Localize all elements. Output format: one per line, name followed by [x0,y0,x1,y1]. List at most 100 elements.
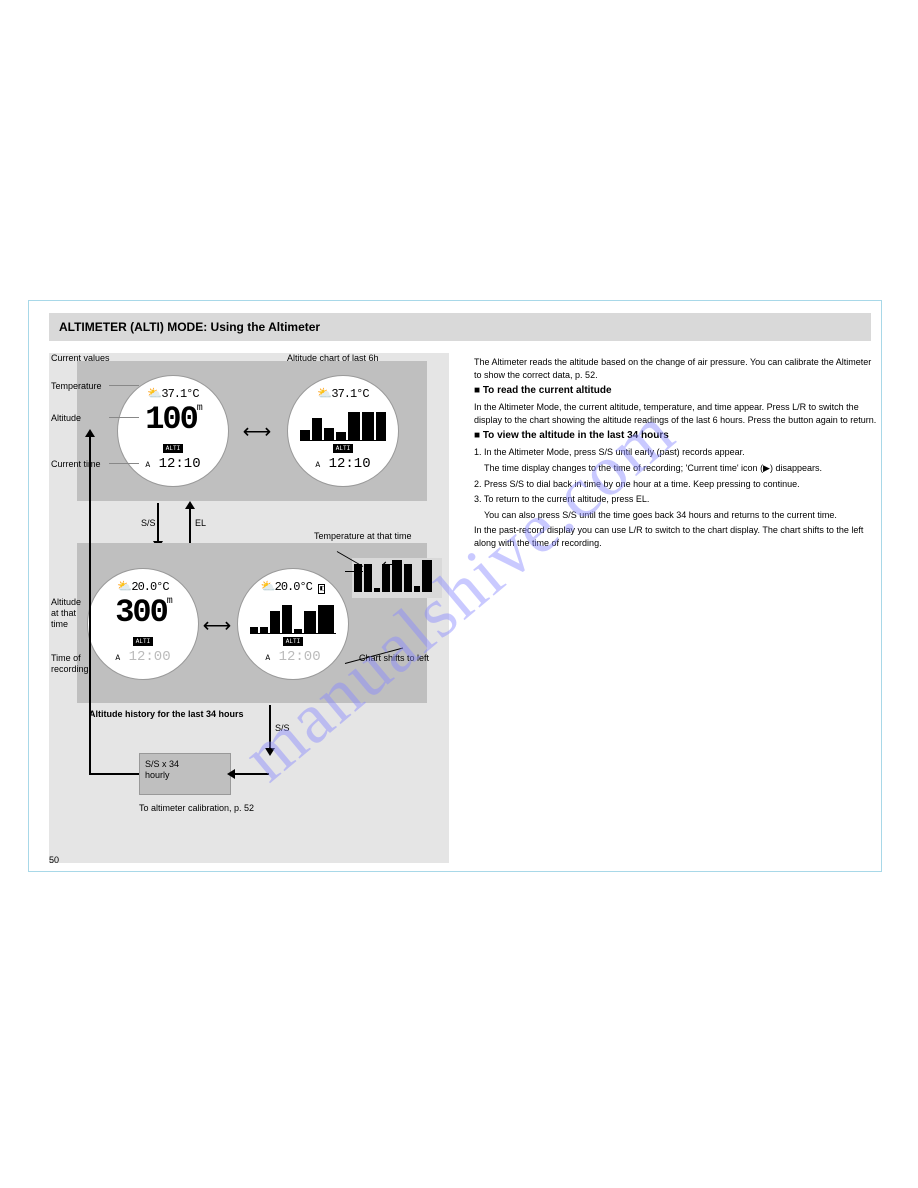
bar [282,605,292,633]
mode-badge: ALTI [133,637,153,646]
dial-current-chart: ⛅37.1°C ALTI A 12:10 [287,375,399,487]
leader-line [109,385,139,386]
label-shift-left: Chart shifts to left [359,653,439,664]
time-prefix: A [115,654,120,663]
bar [414,586,420,592]
bar [294,629,302,633]
bar [304,611,316,633]
dial-altitude: 100m [118,404,228,436]
label-to-calibration: To altimeter calibration, p. 52 [139,803,254,814]
dial-time: A 12:10 [118,456,228,472]
dial-time: A 12:10 [288,456,398,472]
time-prefix: A [315,461,320,470]
arrow-line [189,503,191,543]
bar [324,428,334,440]
heading-read-current: ■ To read the current altitude [474,384,879,398]
bar [260,627,268,633]
time-value: 12:10 [159,456,201,472]
label-alt-at-time: Altitude at that time [51,597,81,629]
label-current-time: Current time [51,459,101,470]
mode-badge: ALTI [163,444,183,453]
preview-bars [352,558,442,598]
arrow-line [269,705,271,750]
bar [374,588,380,592]
para-read-current: In the Altimeter Mode, the current altit… [474,401,879,426]
leader-line [109,417,139,418]
dial-temp: ⛅20.0°C ◧ [238,579,348,594]
arrow-left-icon [227,769,235,779]
time-prefix: A [265,654,270,663]
time-prefix: A [145,461,150,470]
bar [318,605,334,633]
arrow-down-icon [265,748,275,756]
lr-arrow-icon: ⟷ [237,419,277,444]
bar [404,564,412,592]
page-title-bar: ALTIMETER (ALTI) MODE: Using the Altimet… [49,313,871,341]
arrow-line [229,773,269,775]
arrow-up-icon [185,501,195,509]
leader-line [345,571,363,572]
diagram-panel: ⛅37.1°C 100m ALTI A 12:10 ⛅37.1°C [49,353,449,863]
para-chart-shift: In the past-record display you can use L… [474,524,879,549]
temp-value: ⛅20.0°C [261,580,312,594]
bar [354,564,362,592]
dial-current-numeric: ⛅37.1°C 100m ALTI A 12:10 [117,375,229,487]
current-values-box: ⛅37.1°C 100m ALTI A 12:10 ⛅37.1°C [77,361,427,501]
shift-preview: ⟵ [352,558,442,598]
altitude-unit: m [197,403,201,414]
bar [312,418,322,440]
bar [376,412,386,440]
altitude-bars [300,410,386,441]
heading-view-34h: ■ To view the altitude in the last 34 ho… [474,429,879,443]
label-ss: S/S [141,518,156,529]
bar [250,627,258,633]
dial-mode-row: ALTI [288,444,398,454]
dial-mode-row: ALTI [238,637,348,647]
intro-text: The Altimeter reads the altitude based o… [474,356,879,381]
history-box: ⛅20.0°C 300m ALTI A 12:00 ⛅20.0°C ◧ [77,543,427,703]
bar [422,560,432,592]
dial-history-numeric: ⛅20.0°C 300m ALTI A 12:00 [87,568,199,680]
page-title: ALTIMETER (ALTI) MODE: Using the Altimet… [59,320,320,334]
step-2: 2. Press S/S to dial back in time by one… [474,478,879,491]
arrow-line [157,503,159,543]
lr-arrow-icon: ⟷ [202,613,232,638]
dial-temp: ⛅37.1°C [118,386,228,401]
leader-line [109,463,139,464]
mode-badge: ALTI [283,637,303,646]
page-frame: ALTIMETER (ALTI) MODE: Using the Altimet… [28,300,882,872]
stst-box-label: S/S x 34 hourly [145,759,225,781]
label-history-34h: Altitude history for the last 34 hours [89,709,244,720]
bar [270,611,280,633]
altitude-value: 300 [115,594,167,631]
label-temperature: Temperature [51,381,102,392]
arrow-line [89,433,91,775]
altitude-bars [250,603,336,634]
label-ss-down: S/S [275,723,290,734]
dial-history-chart: ⛅20.0°C ◧ ALTI A 12:00 [237,568,349,680]
mode-badge: ALTI [333,444,353,453]
label-altitude: Altitude [51,413,81,424]
time-value: 12:00 [279,649,321,665]
arrow-line [89,773,139,775]
bar [348,412,360,440]
indicator-icon: ◧ [318,584,325,594]
dial-temp: ⛅37.1°C [288,386,398,401]
dial-temp: ⛅20.0°C [88,579,198,594]
bar [382,564,390,592]
time-value: 12:00 [129,649,171,665]
dial-time: A 12:00 [88,649,198,665]
bar [364,564,372,592]
bar [362,412,374,440]
page-number: 50 [49,855,59,865]
altitude-unit: m [167,596,171,607]
dial-altitude: 300m [88,597,198,629]
step-1: 1. In the Altimeter Mode, press S/S unti… [474,446,879,459]
step-3: 3. To return to the current altitude, pr… [474,493,879,506]
bar [336,432,346,440]
bar [392,560,402,592]
label-el: EL [195,518,206,529]
step-1-note: The time display changes to the time of … [474,462,879,475]
dial-time: A 12:00 [238,649,348,665]
time-value: 12:10 [329,456,371,472]
